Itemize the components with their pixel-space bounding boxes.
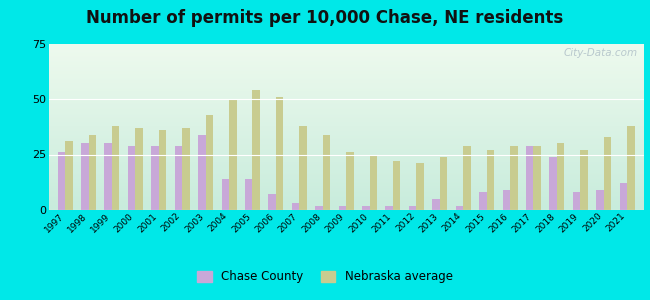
Bar: [205, 115, 213, 210]
Bar: [81, 143, 88, 210]
Bar: [627, 126, 634, 210]
Bar: [362, 206, 370, 210]
Bar: [276, 97, 283, 210]
Bar: [346, 152, 354, 210]
Bar: [502, 190, 510, 210]
Bar: [409, 206, 417, 210]
Bar: [456, 206, 463, 210]
Bar: [604, 137, 611, 210]
Bar: [105, 143, 112, 210]
Bar: [175, 146, 182, 210]
Text: Number of permits per 10,000 Chase, NE residents: Number of permits per 10,000 Chase, NE r…: [86, 9, 564, 27]
Bar: [151, 146, 159, 210]
Bar: [393, 161, 400, 210]
Bar: [159, 130, 166, 210]
Bar: [417, 164, 424, 210]
Bar: [58, 152, 65, 210]
Bar: [88, 134, 96, 210]
Bar: [549, 157, 557, 210]
Bar: [479, 192, 487, 210]
Bar: [229, 99, 237, 210]
Bar: [534, 146, 541, 210]
Bar: [385, 206, 393, 210]
Bar: [135, 128, 143, 210]
Bar: [596, 190, 604, 210]
Bar: [619, 183, 627, 210]
Bar: [299, 126, 307, 210]
Bar: [292, 203, 299, 210]
Bar: [510, 146, 517, 210]
Bar: [198, 134, 205, 210]
Bar: [440, 157, 447, 210]
Bar: [112, 126, 120, 210]
Bar: [526, 146, 534, 210]
Bar: [573, 192, 580, 210]
Bar: [463, 146, 471, 210]
Bar: [182, 128, 190, 210]
Bar: [268, 194, 276, 210]
Bar: [370, 154, 377, 210]
Bar: [65, 141, 73, 210]
Bar: [128, 146, 135, 210]
Text: City-Data.com: City-Data.com: [564, 49, 638, 58]
Bar: [580, 150, 588, 210]
Bar: [322, 134, 330, 210]
Bar: [339, 206, 346, 210]
Bar: [487, 150, 494, 210]
Bar: [252, 90, 260, 210]
Bar: [222, 179, 229, 210]
Bar: [245, 179, 252, 210]
Bar: [557, 143, 564, 210]
Bar: [315, 206, 322, 210]
Legend: Chase County, Nebraska average: Chase County, Nebraska average: [192, 266, 458, 288]
Bar: [432, 199, 440, 210]
